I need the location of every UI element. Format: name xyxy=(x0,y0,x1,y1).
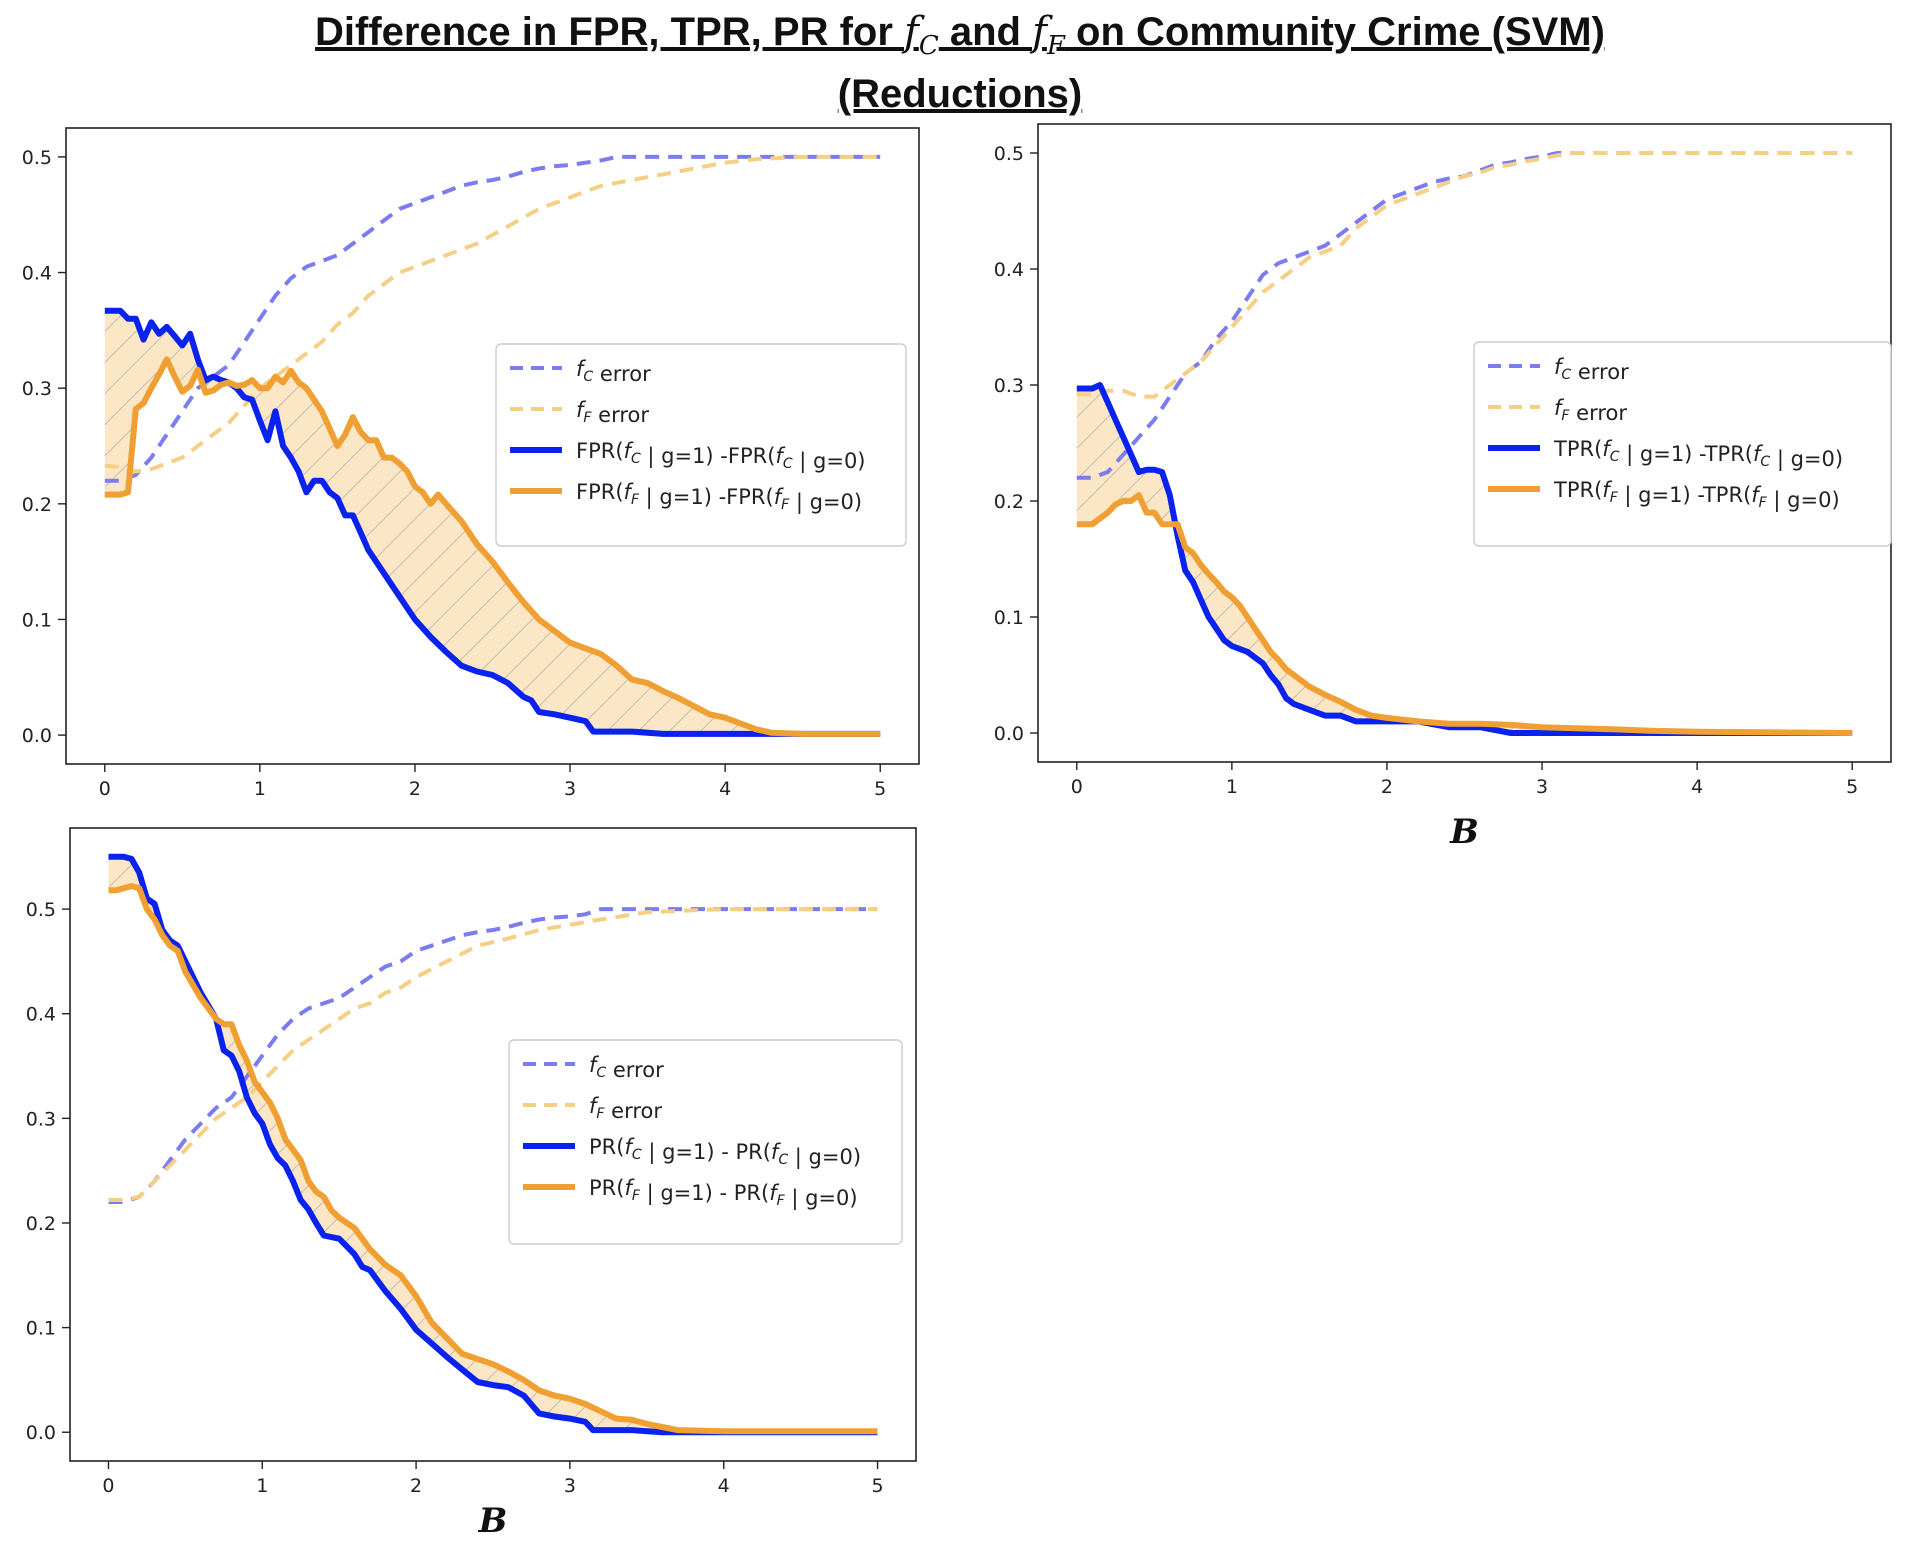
legend-label-ff_diff: TPR(fF | g=1) -TPR(fF | g=0) xyxy=(1553,478,1840,513)
chart-panel-tpr: 0.0 0.1 0.2 0.3 0.4 0.5 0 1 2 3 4 5 BfC error fF erro… xyxy=(994,123,1892,852)
title-and: and xyxy=(938,10,1033,54)
legend-pr: fC error fF error PR(fC | g=1) - PR(fC | g… xyxy=(508,1039,903,1245)
x-tick-label: 3 xyxy=(1536,776,1548,798)
y-tick-label: 0.5 xyxy=(22,147,52,169)
y-tick-label: 0.2 xyxy=(22,494,52,516)
y-tick-label: 0.4 xyxy=(22,263,52,285)
x-tick-label: 2 xyxy=(410,1475,422,1497)
series-line-pr-fc_diff xyxy=(108,853,878,1436)
x-tick-label: 0 xyxy=(99,778,111,800)
x-tick-label: 5 xyxy=(1846,776,1858,798)
x-tick-label: 5 xyxy=(871,1475,883,1497)
y-tick-label: 0.2 xyxy=(26,1213,56,1235)
legend-label-fc_err: fC error xyxy=(1554,355,1629,384)
x-tick-label: 3 xyxy=(564,1475,576,1497)
figure-title-line-1: Difference in FPR, TPR, PR for fC and fF… xyxy=(0,8,1920,70)
y-tick-label: 0.0 xyxy=(26,1422,56,1444)
y-tick-label: 0.0 xyxy=(994,723,1024,745)
chart-panel-fpr: 0.0 0.1 0.2 0.3 0.4 0.5 0 1 2 3 4 5 fC error fF error… xyxy=(22,127,920,800)
chart-panel-pr: 0.0 0.1 0.2 0.3 0.4 0.5 0 1 2 3 4 5 BfC error fF erro… xyxy=(26,827,917,1541)
series-line-tpr-ff_diff xyxy=(1076,492,1853,736)
x-tick-label: 3 xyxy=(564,778,576,800)
y-tick-label: 0.4 xyxy=(26,1004,56,1026)
y-tick-label: 0.1 xyxy=(26,1318,56,1340)
x-tick-label: 4 xyxy=(719,778,731,800)
y-tick-label: 0.3 xyxy=(994,375,1024,397)
title-prefix: Difference in FPR, TPR, PR for xyxy=(315,10,904,54)
legend-label-fc_err: fC error xyxy=(576,357,651,386)
axes-frame-fpr xyxy=(65,127,920,765)
series-line-pr-ff_diff xyxy=(108,883,878,1435)
axes-frame-pr xyxy=(69,827,917,1462)
legend-label-ff_err: fF error xyxy=(576,398,649,427)
y-tick-label: 0.0 xyxy=(22,725,52,747)
series-line-tpr-fc_err xyxy=(1076,151,1853,480)
series-line-pr-ff_err xyxy=(108,907,878,1202)
x-axis-label-pr: B xyxy=(478,1501,508,1541)
x-tick-label: 4 xyxy=(718,1475,730,1497)
legend-label-fc_diff: TPR(fC | g=1) -TPR(fC | g=0) xyxy=(1553,437,1843,472)
legend-label-fc_diff: PR(fC | g=1) - PR(fC | g=0) xyxy=(589,1135,861,1170)
x-tick-label: 2 xyxy=(409,778,421,800)
series-line-pr-fc_err xyxy=(108,907,878,1204)
series-line-tpr-ff_err xyxy=(1076,151,1853,399)
y-tick-label: 0.4 xyxy=(994,259,1024,281)
y-tick-label: 0.3 xyxy=(26,1108,56,1130)
legend-label-ff_err: fF error xyxy=(1554,396,1627,425)
y-tick-label: 0.5 xyxy=(26,899,56,921)
title-suffix: on Community Crime (SVM) xyxy=(1064,10,1605,54)
y-tick-label: 0.3 xyxy=(22,378,52,400)
legend-label-ff_diff: FPR(fF | g=1) -FPR(fF | g=0) xyxy=(576,480,862,515)
y-tick-label: 0.5 xyxy=(994,143,1024,165)
x-tick-label: 1 xyxy=(254,778,266,800)
fill-between-fpr xyxy=(104,310,881,734)
x-tick-label: 0 xyxy=(102,1475,114,1497)
series-line-fpr-ff_err xyxy=(104,154,881,474)
x-tick-label: 0 xyxy=(1071,776,1083,798)
x-tick-label: 5 xyxy=(874,778,886,800)
y-tick-label: 0.1 xyxy=(22,609,52,631)
series-line-fpr-fc_diff xyxy=(104,307,881,737)
y-tick-label: 0.1 xyxy=(994,607,1024,629)
legend-label-fc_err: fC error xyxy=(589,1053,664,1082)
legend-label-ff_err: fF error xyxy=(589,1094,662,1123)
x-tick-label: 2 xyxy=(1381,776,1393,798)
figure-title-line-2: (Reductions) xyxy=(837,72,1083,116)
legend-label-fc_diff: FPR(fC | g=1) -FPR(fC | g=0) xyxy=(576,439,866,474)
legend-box xyxy=(508,1039,903,1245)
series-line-fpr-ff_diff xyxy=(104,356,881,737)
x-tick-label: 4 xyxy=(1691,776,1703,798)
x-tick-label: 1 xyxy=(1226,776,1238,798)
legend-box xyxy=(495,343,907,547)
legend-label-ff_diff: PR(fF | g=1) - PR(fF | g=0) xyxy=(589,1176,858,1211)
title-fc: fC xyxy=(904,9,939,61)
y-tick-label: 0.2 xyxy=(994,491,1024,513)
title-ff: fF xyxy=(1032,9,1065,61)
x-axis-label-tpr: B xyxy=(1449,812,1479,852)
legend-box xyxy=(1473,341,1892,547)
legend-fpr: fC error fF error FPR(fC | g=1) -FPR(fC | … xyxy=(495,343,907,547)
x-tick-label: 1 xyxy=(256,1475,268,1497)
legend-tpr: fC error fF error TPR(fC | g=1) -TPR(fC | … xyxy=(1473,341,1892,547)
